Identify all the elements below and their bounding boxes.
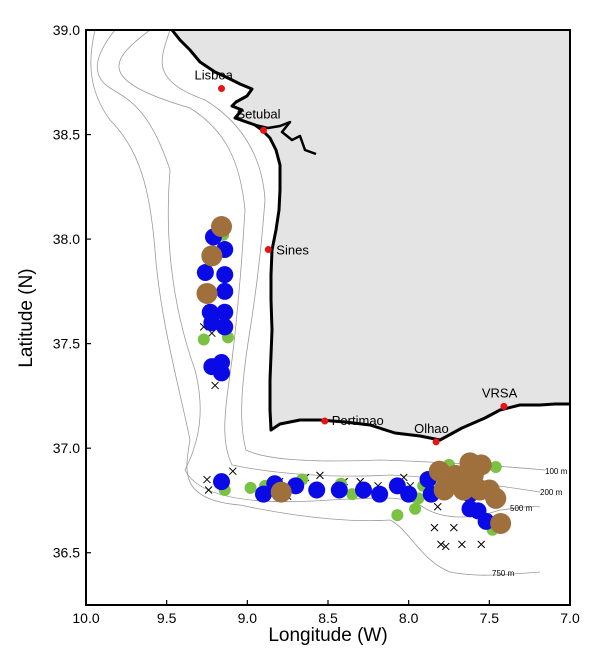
station-blue	[213, 364, 231, 382]
station-no-catch	[449, 523, 458, 532]
station-no-catch	[228, 467, 237, 476]
city-label-portimao: Portimao	[332, 413, 384, 428]
isobath-500m	[96, 30, 541, 518]
city-marker-setubal	[259, 126, 267, 134]
y-tick-label: 39.0	[53, 22, 80, 38]
station-green	[409, 502, 422, 515]
x-tick-label: 9.5	[157, 610, 177, 626]
station-blue	[354, 481, 372, 499]
city-label-lisboa: Lisboa	[195, 68, 234, 83]
depth-label-100m: 100 m	[545, 467, 568, 476]
land-area	[172, 30, 570, 440]
station-no-catch	[441, 542, 450, 551]
y-tick-label: 38.5	[53, 127, 80, 143]
isobath-200m	[118, 30, 541, 493]
x-tick-label: 9.0	[238, 610, 258, 626]
station-brown	[211, 216, 233, 238]
estuary-coastline	[254, 120, 317, 156]
station-blue	[371, 485, 389, 503]
station-brown	[428, 460, 450, 482]
station-blue	[330, 481, 348, 499]
isobath-100m	[161, 30, 546, 471]
city-label-vrsa: VRSA	[482, 385, 518, 400]
city-label-setubal: Setubal	[236, 106, 280, 121]
station-no-catch	[204, 486, 213, 494]
survey-stations	[196, 216, 512, 551]
station-no-catch	[437, 540, 445, 549]
depth-label-500m: 500 m	[510, 504, 533, 513]
y-tick-label: 38.0	[53, 231, 80, 247]
x-tick-label: 10.0	[72, 610, 99, 626]
station-no-catch	[458, 540, 466, 549]
station-brown	[470, 454, 492, 476]
depth-labels: 100 m 200 m 500 m 750 m	[492, 467, 568, 578]
x-tick-label: 8.0	[399, 610, 419, 626]
y-axis-title: Latitude (N)	[16, 268, 37, 367]
station-blue	[216, 318, 234, 336]
y-tick-label: 37.0	[53, 440, 80, 456]
station-blue	[400, 485, 418, 503]
station-no-catch	[316, 471, 324, 480]
x-tick-label: 7.5	[480, 610, 500, 626]
isobath-lines	[90, 30, 546, 576]
station-no-catch	[430, 523, 439, 532]
station-blue	[213, 473, 231, 491]
axes: 10.0 9.5 9.0 8.5 8.0 7.5 7.0 36.5 37.0 37.5 38.0 38…	[53, 22, 580, 626]
city-marker-portimao	[321, 417, 329, 425]
city-marker-lisboa	[218, 85, 226, 93]
city-label-sines: Sines	[276, 243, 309, 258]
station-no-catch	[203, 475, 211, 484]
station-no-catch	[433, 502, 442, 511]
station-brown	[196, 282, 218, 304]
city-marker-vrsa	[500, 402, 508, 410]
city-marker-olhao	[432, 438, 440, 446]
station-blue	[308, 481, 326, 499]
station-brown	[201, 245, 223, 267]
x-axis-title: Longitude (W)	[268, 625, 387, 646]
isobath-750m	[90, 30, 541, 576]
station-brown	[490, 512, 512, 534]
city-label-olhao: Olhao	[414, 421, 449, 436]
station-green	[244, 481, 257, 494]
city-markers: Lisboa Setubal Sines Portimao Olhao VRSA	[195, 68, 518, 446]
station-brown	[485, 487, 507, 509]
station-blue	[203, 314, 221, 332]
station-blue	[216, 266, 234, 284]
station-no-catch	[477, 540, 486, 549]
y-tick-label: 37.5	[53, 336, 80, 352]
station-blue	[216, 282, 234, 300]
depth-label-750m: 750 m	[492, 569, 515, 578]
station-blue	[196, 264, 214, 282]
city-marker-sines	[264, 246, 272, 254]
x-tick-label: 8.5	[318, 610, 338, 626]
station-blue	[216, 303, 234, 321]
station-blue	[254, 485, 272, 503]
y-tick-label: 36.5	[53, 545, 80, 561]
station-green	[489, 461, 502, 473]
station-green	[197, 333, 210, 346]
depth-label-200m: 200 m	[540, 488, 563, 497]
station-green	[391, 509, 404, 522]
station-brown	[270, 481, 292, 503]
x-tick-label: 7.0	[560, 610, 580, 626]
station-brown	[433, 479, 455, 501]
station-no-catch	[211, 381, 219, 390]
